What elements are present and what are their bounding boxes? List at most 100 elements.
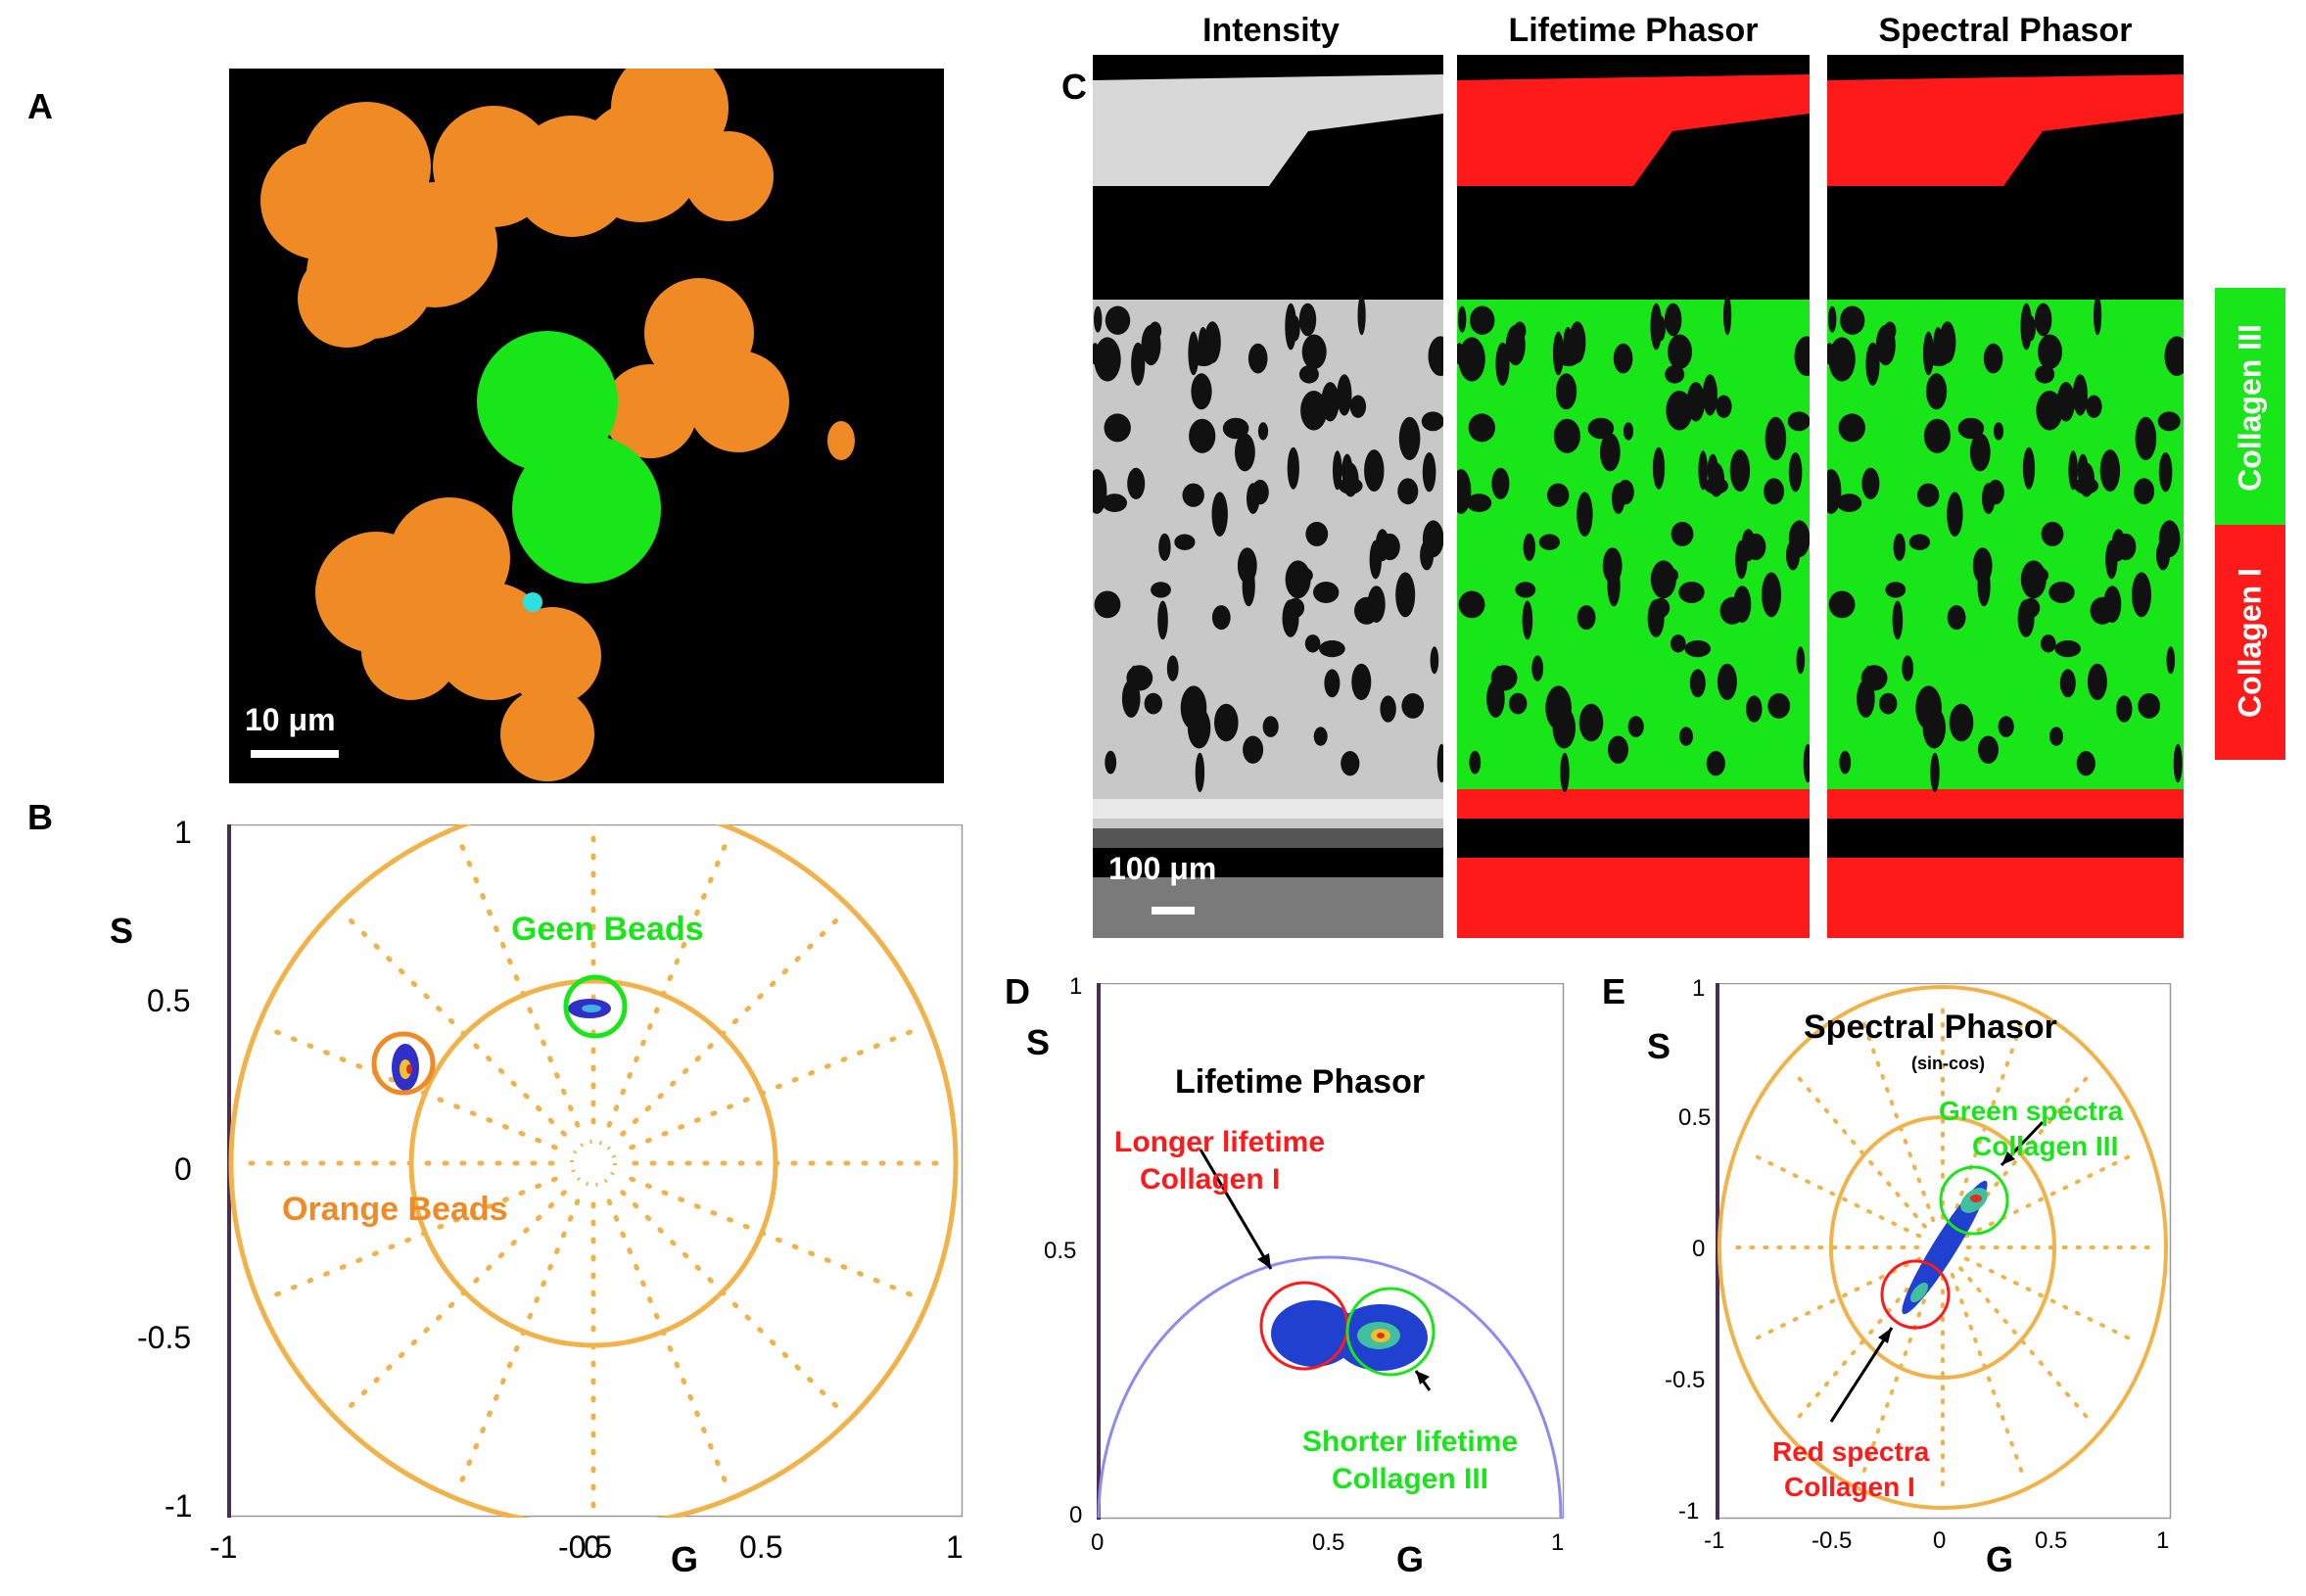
b-phasor-plot: Geen Beads Orange Beads [227, 824, 964, 1518]
tissue-pore [2022, 597, 2041, 619]
d-red-arrow [1199, 1149, 1273, 1270]
tissue-pore [1765, 416, 1787, 460]
tissue-pore [1211, 492, 1228, 537]
phasor-spoke [1792, 1070, 1927, 1229]
e-y-tick: 0.5 [1678, 1104, 1712, 1131]
e-green-annotation-line2: Collagen III [1972, 1131, 2118, 1161]
tissue-pore [2035, 303, 2052, 337]
d-y-tick: 0.5 [1044, 1238, 1077, 1264]
tissue-pore [1301, 334, 1327, 370]
tissue-pore [1787, 411, 1810, 432]
tissue-pore [1157, 600, 1168, 640]
tissue-pore [1094, 305, 1103, 333]
tissue-pore [1879, 692, 1898, 715]
b-x-axis-label: G [671, 1539, 699, 1579]
c-intensity-image: 100 μm [1093, 55, 1443, 938]
tissue-pore [1237, 547, 1257, 585]
tissue-pore [1671, 521, 1694, 546]
tissue-pore [1351, 663, 1372, 701]
d-green-circle [1345, 1287, 1435, 1377]
tissue-pore [1560, 752, 1570, 793]
tissue-pore [1902, 655, 1914, 681]
panel-label-a: A [27, 86, 53, 126]
tissue-pore [1313, 582, 1340, 603]
tissue-pore [1357, 295, 1366, 336]
tissue-pore [2135, 416, 2157, 460]
tissue-pore [1828, 590, 1856, 619]
tissue-pore [1235, 433, 1255, 472]
tissue-pore [2111, 529, 2126, 562]
e-subtitle: (sin-cos) [1911, 1054, 1985, 1073]
tissue-pore [1987, 479, 2004, 505]
tissue-pore [1840, 305, 1865, 335]
tissue-pore [1577, 605, 1596, 631]
tissue-pore [1523, 533, 1535, 561]
tissue-pore [1337, 374, 1352, 416]
phasor-spoke [1747, 1150, 1922, 1239]
tissue-pore [1972, 547, 1993, 585]
tissue-pore [1174, 534, 1196, 550]
tissue-pore [1313, 727, 1328, 746]
e-title: Spectral Phasor [1804, 1009, 2057, 1046]
tissue-pore [1865, 342, 1880, 386]
b-green-annotation: Geen Beads [511, 911, 704, 948]
tissue-pore [1285, 560, 1311, 599]
b-x-tick: 0.5 [739, 1529, 783, 1565]
tissue-pore [1947, 605, 1966, 631]
tissue-pore [1796, 646, 1806, 675]
e-green-annotation-line1: Green spectra [1939, 1096, 2124, 1126]
tissue-pore [2038, 334, 2062, 370]
tissue-pore [1602, 547, 1623, 585]
tissue-pore [1367, 586, 1386, 623]
tissue-pore [2164, 336, 2184, 376]
tissue-pore [1923, 418, 1951, 453]
e-y-tick: 0 [1692, 1236, 1706, 1262]
tissue-pore [1468, 413, 1495, 443]
tissue-pore [1401, 693, 1425, 719]
tissue-pore [1828, 337, 1856, 382]
tissue-pore [1599, 433, 1621, 472]
d-green-annotation-line2: Collagen III [1332, 1463, 1488, 1495]
tissue-pore [1285, 303, 1297, 351]
tissue-pore [1788, 520, 1810, 558]
panel-label-e: E [1602, 971, 1626, 1011]
tissue-pore [1375, 529, 1389, 562]
tissue-pore [1458, 590, 1485, 619]
tissue-pore [1300, 391, 1328, 431]
tissue-pore [1189, 418, 1216, 453]
phasor-spoke [1963, 1256, 2139, 1344]
d-y-tick: 0 [1069, 1502, 1083, 1528]
green-beads [477, 331, 661, 584]
tissue-pore [1398, 416, 1421, 460]
tissue-pore [1094, 590, 1121, 619]
orange-beads [260, 69, 855, 781]
tissue-pore [1794, 336, 1810, 376]
tissue-pore [1983, 343, 2003, 374]
e-spectral-scatter [1902, 1180, 1988, 1315]
d-x-tick: 0.5 [1312, 1529, 1345, 1556]
tissue-pore [1957, 417, 1985, 440]
tissue-pore [1762, 572, 1781, 618]
tissue-pore [1470, 305, 1495, 335]
tissue-pore [1151, 582, 1171, 598]
tissue-pore [1969, 433, 1991, 472]
tissue-pore [2068, 450, 2078, 491]
tissue-pore [1243, 735, 1264, 764]
phasor-spoke [1958, 1070, 2094, 1229]
b-y-tick: 0 [174, 1151, 192, 1187]
tissue-pore [1149, 321, 1162, 341]
tissue-pore [2134, 478, 2155, 505]
tissue-pore [1457, 469, 1472, 514]
bead-image: 10 μm [229, 69, 944, 783]
tissue-pore [1458, 305, 1467, 333]
tissue-pore [1578, 703, 1604, 742]
tissue-pore [1827, 469, 1842, 514]
tissue-pore [2072, 374, 2088, 416]
tissue-pore [1892, 600, 1904, 640]
e-y-tick: 1 [1692, 975, 1706, 1002]
tissue-pore [1706, 751, 1725, 776]
tissue-pore [1214, 703, 1239, 742]
tissue-pore [1093, 469, 1107, 514]
tissue-pore [1613, 343, 1633, 374]
tissue-pore [1698, 450, 1708, 491]
